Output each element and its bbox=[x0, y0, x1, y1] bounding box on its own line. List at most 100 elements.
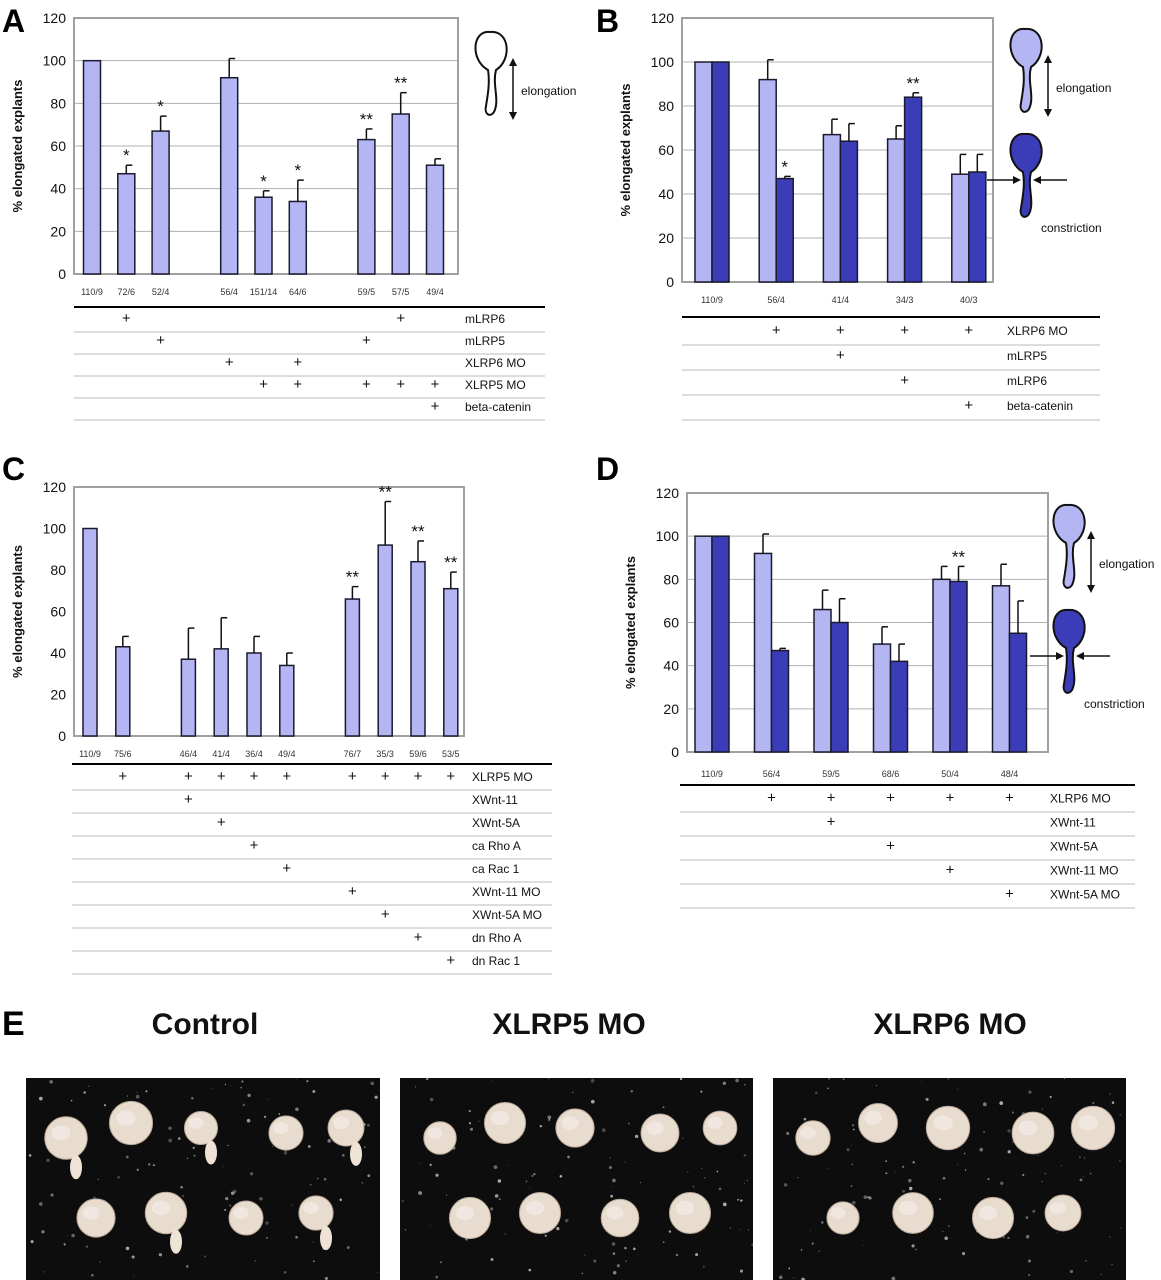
explant bbox=[327, 1109, 365, 1147]
condition-label: XWnt-5A MO bbox=[1050, 887, 1120, 901]
plus-mark: + bbox=[184, 768, 193, 785]
speckle bbox=[224, 1083, 227, 1086]
significance-mark: ** bbox=[444, 553, 458, 572]
explant bbox=[144, 1191, 188, 1235]
speckle bbox=[295, 1235, 298, 1239]
speckle bbox=[307, 1145, 311, 1148]
speckle bbox=[1025, 1216, 1029, 1219]
significance-mark: ** bbox=[379, 483, 393, 502]
speckle bbox=[894, 1171, 896, 1172]
photo-title-xlrp6-mo: XLRP6 MO bbox=[873, 1008, 1027, 1041]
speckle bbox=[39, 1202, 43, 1206]
speckle bbox=[254, 1259, 257, 1262]
explant-highlight bbox=[273, 1122, 289, 1134]
bar bbox=[830, 621, 849, 753]
plus-mark: + bbox=[282, 768, 291, 785]
speckle bbox=[625, 1260, 627, 1263]
speckle bbox=[374, 1095, 378, 1099]
speckle bbox=[478, 1120, 480, 1122]
bar bbox=[117, 172, 136, 275]
speckle bbox=[125, 1246, 130, 1251]
speckle bbox=[370, 1081, 375, 1086]
n-label: 59/5 bbox=[822, 769, 840, 779]
plus-mark: + bbox=[282, 860, 291, 877]
condition-label: ca Rho A bbox=[472, 839, 521, 853]
condition-label: mLRP5 bbox=[1007, 349, 1047, 363]
speckle bbox=[1111, 1101, 1115, 1104]
speckle bbox=[211, 1087, 213, 1089]
bar bbox=[839, 140, 859, 283]
explant bbox=[925, 1105, 971, 1151]
speckle bbox=[1085, 1259, 1088, 1262]
bar bbox=[151, 130, 170, 275]
speckle bbox=[1040, 1211, 1042, 1213]
speckle bbox=[93, 1196, 96, 1200]
plot-frame bbox=[686, 492, 1049, 753]
speckle bbox=[168, 1126, 172, 1131]
n-label: 56/4 bbox=[763, 769, 781, 779]
speckle bbox=[324, 1276, 328, 1280]
speckle bbox=[1083, 1176, 1084, 1177]
speckle bbox=[63, 1243, 66, 1246]
y-tick-label: 120 bbox=[651, 10, 675, 26]
speckle bbox=[729, 1227, 732, 1229]
speckle bbox=[630, 1090, 633, 1093]
explant-highlight bbox=[1049, 1201, 1067, 1215]
bar bbox=[711, 61, 730, 283]
y-tick-label: 0 bbox=[58, 266, 66, 282]
speckle bbox=[828, 1078, 831, 1080]
speckle bbox=[99, 1261, 101, 1263]
speckle bbox=[415, 1086, 417, 1088]
significance-mark: ** bbox=[952, 547, 966, 566]
explant-tail bbox=[70, 1155, 82, 1180]
plus-mark: + bbox=[184, 791, 193, 808]
bar bbox=[344, 598, 361, 737]
speckle bbox=[979, 1147, 984, 1152]
significance-mark: ** bbox=[360, 110, 374, 129]
speckle bbox=[125, 1155, 129, 1159]
speckle bbox=[687, 1171, 689, 1173]
n-label: 59/6 bbox=[409, 749, 427, 759]
bar bbox=[932, 578, 951, 753]
plus-mark: + bbox=[225, 354, 234, 371]
speckle bbox=[999, 1101, 1004, 1105]
speckle bbox=[316, 1177, 319, 1180]
speckle bbox=[1012, 1141, 1014, 1143]
plus-mark: + bbox=[431, 398, 440, 415]
speckle bbox=[808, 1105, 809, 1107]
bar bbox=[951, 173, 970, 283]
speckle bbox=[490, 1207, 494, 1211]
speckle bbox=[126, 1095, 129, 1097]
speckle bbox=[278, 1113, 281, 1115]
speckle bbox=[793, 1277, 795, 1279]
speckle bbox=[548, 1119, 551, 1121]
speckle bbox=[668, 1230, 672, 1233]
condition-label: ca Rac 1 bbox=[472, 862, 520, 876]
y-tick-label: 40 bbox=[50, 645, 66, 661]
speckle bbox=[547, 1078, 550, 1080]
speckle bbox=[868, 1196, 872, 1200]
speckle bbox=[716, 1170, 719, 1173]
speckle bbox=[1027, 1259, 1032, 1263]
panel-letter-e: E bbox=[2, 1005, 25, 1043]
explant bbox=[423, 1121, 457, 1155]
explant-tail bbox=[205, 1140, 217, 1165]
speckle bbox=[803, 1117, 807, 1121]
legend-label: elongation bbox=[521, 84, 576, 98]
y-tick-label: 100 bbox=[651, 54, 675, 70]
speckle bbox=[1007, 1129, 1011, 1133]
explant bbox=[268, 1115, 304, 1151]
speckle bbox=[695, 1253, 699, 1257]
speckle bbox=[885, 1172, 888, 1175]
speckle bbox=[743, 1182, 745, 1184]
speckle bbox=[27, 1095, 29, 1097]
arrow-head-icon bbox=[1087, 585, 1095, 593]
speckle bbox=[788, 1267, 791, 1270]
speckle bbox=[944, 1236, 948, 1241]
speckle bbox=[67, 1235, 68, 1237]
explant-highlight bbox=[51, 1125, 71, 1141]
speckle bbox=[148, 1163, 151, 1166]
speckle bbox=[593, 1259, 597, 1263]
speckle bbox=[306, 1080, 309, 1083]
y-tick-label: 80 bbox=[658, 98, 674, 114]
